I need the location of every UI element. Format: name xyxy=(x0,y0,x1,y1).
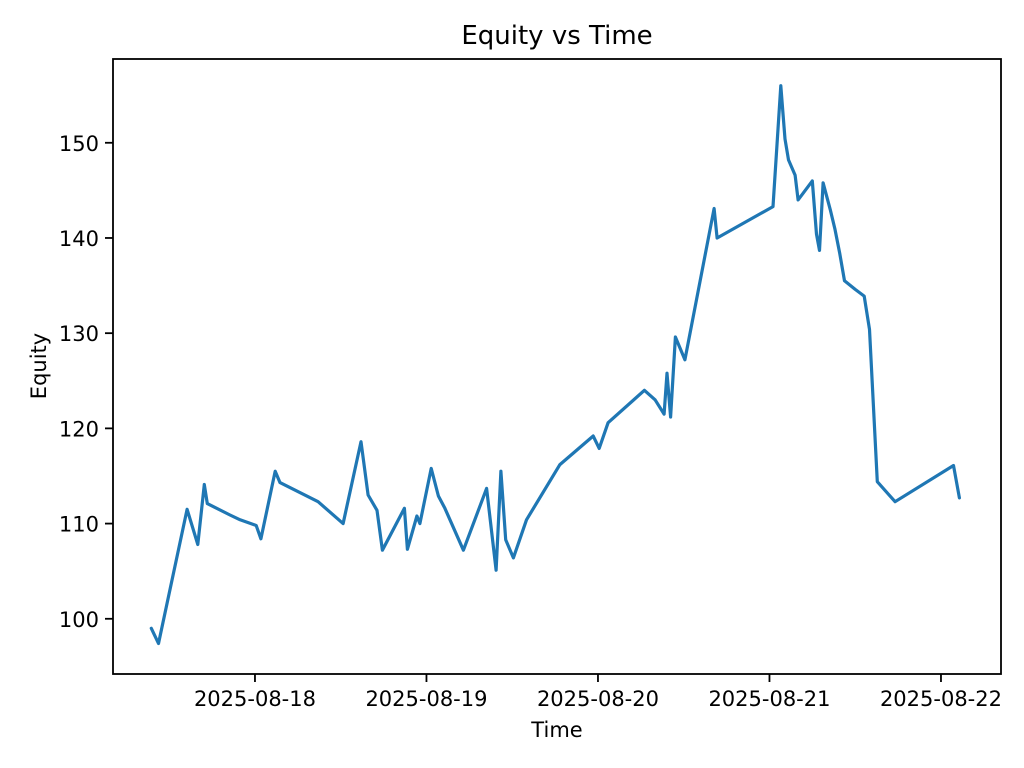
x-tick-label: 2025-08-19 xyxy=(365,687,487,711)
y-tick-label: 100 xyxy=(59,608,99,632)
y-tick-label: 110 xyxy=(59,513,99,537)
axes-frame xyxy=(112,58,1002,675)
x-tick-label: 2025-08-22 xyxy=(880,687,1002,711)
x-tick-label: 2025-08-21 xyxy=(708,687,830,711)
equity-line-series xyxy=(149,84,962,646)
chart-title: Equity vs Time xyxy=(461,21,652,51)
y-tick-label: 150 xyxy=(59,132,99,156)
x-tick-label: 2025-08-18 xyxy=(194,687,316,711)
y-axis-ticks: 100 110 120 130 140 150 xyxy=(59,132,113,632)
x-axis-ticks: 2025-08-18 2025-08-19 2025-08-20 2025-08-21… xyxy=(194,674,1002,711)
y-tick-label: 120 xyxy=(59,417,99,441)
x-axis-label: Time xyxy=(530,718,582,742)
y-tick-label: 140 xyxy=(59,227,99,251)
y-tick-label: 130 xyxy=(59,322,99,346)
x-tick-label: 2025-08-20 xyxy=(537,687,659,711)
y-axis-label: Equity xyxy=(27,333,51,399)
